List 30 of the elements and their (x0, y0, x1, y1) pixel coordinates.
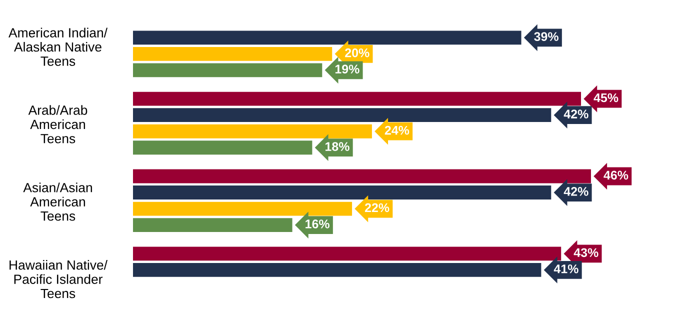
y-tick-label: Hawaiian Native/ Pacific Islander Teens (10, 260, 108, 298)
bar (133, 140, 312, 155)
bar (133, 63, 322, 78)
data-label: 16% (306, 220, 330, 228)
data-label: 45% (594, 93, 618, 102)
bar (133, 186, 552, 200)
y-tick-label: Asian/Asian American Teens (23, 182, 92, 221)
bar (133, 92, 582, 106)
y-tick-label: American Indian/ Alaskan Native Teens (8, 28, 108, 66)
bar (133, 169, 591, 184)
bar (133, 108, 552, 122)
data-label: 22% (364, 203, 390, 212)
bar (133, 46, 332, 61)
bar (133, 218, 292, 232)
data-label: 19% (335, 64, 360, 74)
bar (133, 246, 562, 261)
y-tick-label: Arab/Arab American Teens (28, 105, 88, 144)
bar (133, 262, 542, 277)
bar (133, 124, 372, 138)
data-label: 20% (345, 48, 370, 58)
data-label: 24% (384, 126, 410, 135)
data-label: 41% (554, 264, 578, 274)
data-label: 18% (325, 142, 350, 151)
data-label: 43% (574, 248, 598, 258)
data-label: 42% (564, 187, 588, 196)
data-label: 39% (534, 32, 558, 42)
data-label: 46% (604, 170, 628, 180)
bar (133, 202, 352, 216)
data-label: 42% (564, 110, 588, 118)
bar (133, 30, 522, 45)
